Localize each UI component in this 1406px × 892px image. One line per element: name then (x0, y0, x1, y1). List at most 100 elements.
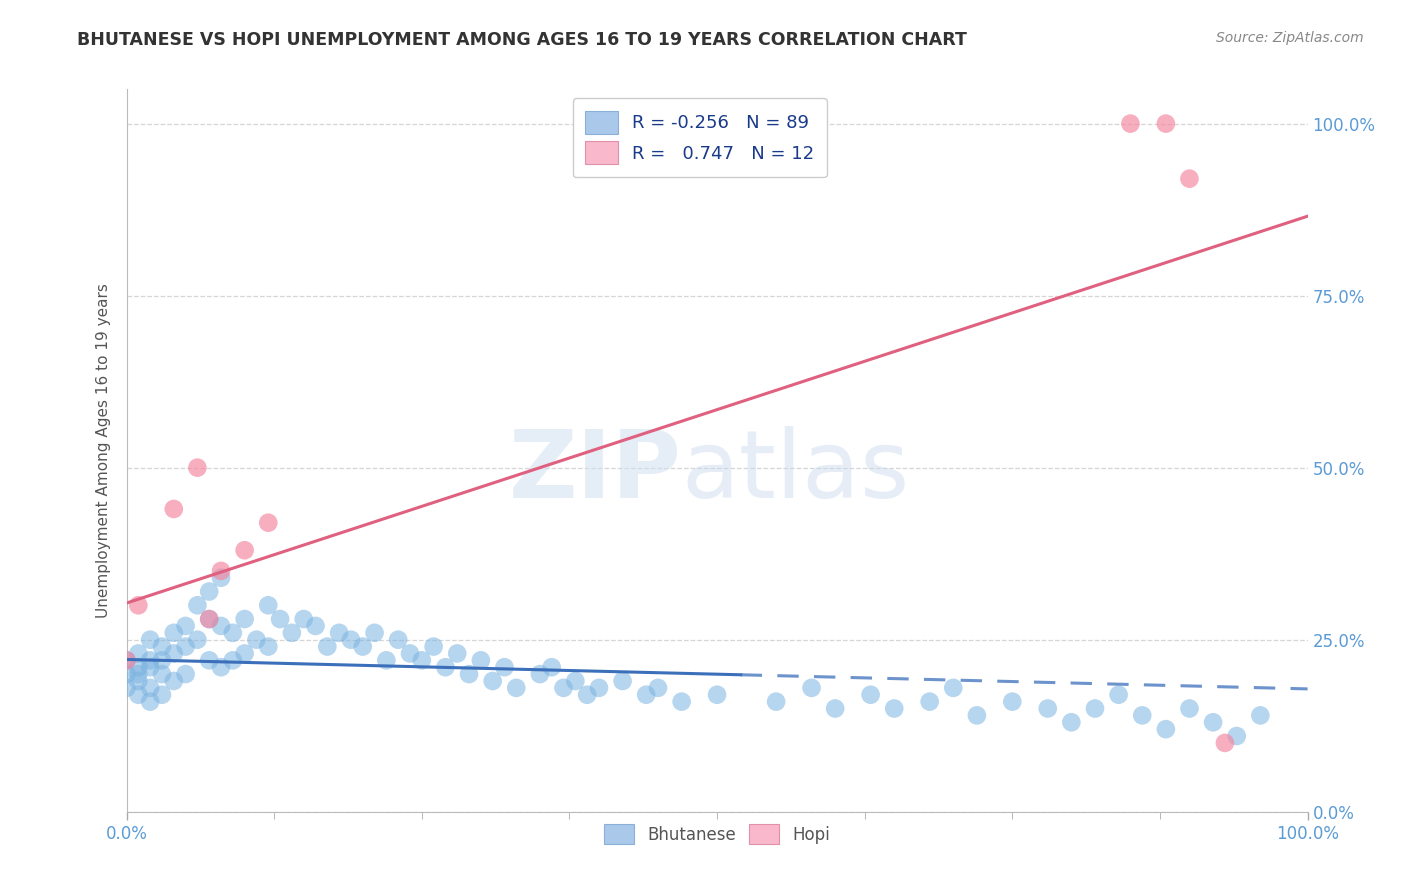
Point (139, 695, 162, 709)
Text: BHUTANESE VS HOPI UNEMPLOYMENT AMONG AGES 16 TO 19 YEARS CORRELATION CHART: BHUTANESE VS HOPI UNEMPLOYMENT AMONG AGE… (77, 31, 967, 49)
Point (198, 612, 221, 626)
Point (115, 667, 138, 681)
Point (115, 653, 138, 667)
Point (269, 612, 291, 626)
Point (245, 632, 267, 647)
Point (127, 599, 149, 613)
Point (127, 667, 149, 681)
Point (918, 695, 941, 709)
Point (1001, 695, 1024, 709)
Point (127, 688, 149, 702)
Point (411, 653, 433, 667)
Point (765, 695, 787, 709)
Point (1178, 701, 1201, 715)
Point (1036, 701, 1059, 715)
Text: atlas: atlas (682, 426, 910, 518)
Point (387, 632, 409, 647)
Point (446, 647, 468, 661)
Point (209, 564, 232, 578)
Legend: Bhutanese, Hopi: Bhutanese, Hopi (598, 818, 837, 850)
Point (612, 673, 634, 688)
Point (1202, 715, 1225, 730)
Point (127, 660, 149, 674)
Point (1084, 701, 1107, 715)
Point (1130, 708, 1153, 723)
Point (564, 673, 586, 688)
Point (1108, 688, 1130, 702)
Y-axis label: Unemployment Among Ages 16 to 19 years: Unemployment Among Ages 16 to 19 years (96, 283, 111, 618)
Point (422, 640, 444, 654)
Point (494, 660, 516, 674)
Point (257, 516, 280, 530)
Point (209, 571, 232, 585)
Point (139, 660, 162, 674)
Point (1060, 715, 1083, 730)
Point (127, 673, 149, 688)
Point (636, 688, 658, 702)
Point (588, 681, 610, 695)
Point (458, 667, 481, 681)
Point (163, 647, 186, 661)
Point (1249, 708, 1271, 723)
Point (505, 681, 527, 695)
Point (292, 612, 315, 626)
Point (470, 653, 492, 667)
Point (434, 660, 457, 674)
Point (198, 612, 221, 626)
Point (671, 695, 693, 709)
Point (150, 640, 173, 654)
Point (529, 667, 551, 681)
Point (186, 460, 208, 475)
Point (163, 673, 186, 688)
Point (859, 688, 882, 702)
Text: ZIP: ZIP (509, 426, 682, 518)
Point (233, 647, 256, 661)
Point (222, 653, 245, 667)
Point (233, 612, 256, 626)
Point (706, 688, 728, 702)
Point (163, 625, 186, 640)
Point (163, 502, 186, 516)
Point (139, 653, 162, 667)
Point (800, 681, 823, 695)
Point (139, 681, 162, 695)
Point (115, 681, 138, 695)
Point (198, 653, 221, 667)
Point (375, 653, 398, 667)
Point (209, 660, 232, 674)
Point (281, 625, 304, 640)
Point (1119, 117, 1142, 131)
Point (174, 640, 197, 654)
Point (257, 640, 280, 654)
Point (352, 640, 374, 654)
Point (363, 625, 385, 640)
Point (222, 625, 245, 640)
Point (316, 640, 339, 654)
Point (481, 673, 503, 688)
Point (328, 625, 350, 640)
Point (174, 667, 197, 681)
Point (150, 653, 173, 667)
Point (186, 599, 208, 613)
Point (576, 688, 599, 702)
Point (1213, 736, 1236, 750)
Point (883, 701, 905, 715)
Point (942, 681, 965, 695)
Point (209, 619, 232, 633)
Point (257, 599, 280, 613)
Point (186, 632, 208, 647)
Point (553, 681, 575, 695)
Point (198, 584, 221, 599)
Point (824, 701, 846, 715)
Point (1178, 171, 1201, 186)
Point (127, 647, 149, 661)
Point (174, 619, 197, 633)
Point (139, 632, 162, 647)
Point (1154, 722, 1177, 736)
Point (1226, 729, 1249, 743)
Point (304, 619, 326, 633)
Point (399, 647, 422, 661)
Point (150, 667, 173, 681)
Point (966, 708, 988, 723)
Point (647, 681, 669, 695)
